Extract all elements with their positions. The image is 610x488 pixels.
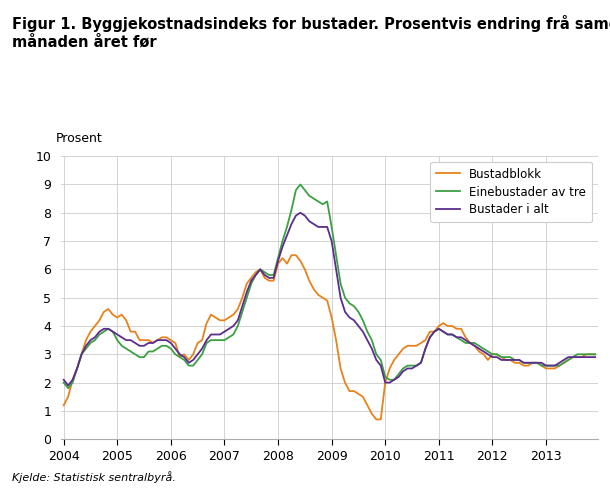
Einebustader av tre — [489, 351, 496, 357]
Einebustader av tre — [60, 380, 67, 386]
Bustader i alt — [583, 354, 590, 360]
Bustadblokk — [489, 351, 496, 357]
Einebustader av tre — [296, 182, 304, 187]
Line: Bustadblokk: Bustadblokk — [63, 255, 595, 419]
Einebustader av tre — [592, 351, 599, 357]
Bustadblokk — [359, 394, 367, 400]
Bustadblokk — [435, 323, 442, 329]
Text: Kjelde: Statistisk sentralbyrå.: Kjelde: Statistisk sentralbyrå. — [12, 471, 176, 483]
Bustadblokk — [592, 351, 599, 357]
Line: Einebustader av tre: Einebustader av tre — [63, 184, 595, 388]
Text: Figur 1. Byggjekostnadsindeks for bustader. Prosentvis endring frå same
månaden : Figur 1. Byggjekostnadsindeks for bustad… — [12, 15, 610, 49]
Line: Bustader i alt: Bustader i alt — [63, 213, 595, 386]
Einebustader av tre — [583, 351, 590, 357]
Bustader i alt — [296, 210, 304, 216]
Bustader i alt — [592, 354, 599, 360]
Bustadblokk — [583, 351, 590, 357]
Bustader i alt — [176, 351, 184, 357]
Bustadblokk — [171, 340, 179, 346]
Einebustader av tre — [207, 337, 215, 343]
Bustader i alt — [435, 326, 442, 332]
Einebustader av tre — [65, 386, 72, 391]
Bustader i alt — [60, 377, 67, 383]
Einebustader av tre — [176, 354, 184, 360]
Einebustader av tre — [364, 329, 371, 335]
Text: Prosent: Prosent — [56, 132, 102, 145]
Bustadblokk — [373, 416, 380, 422]
Bustader i alt — [65, 383, 72, 388]
Bustadblokk — [203, 320, 210, 326]
Bustadblokk — [60, 402, 67, 408]
Bustader i alt — [364, 337, 371, 343]
Bustader i alt — [489, 354, 496, 360]
Bustader i alt — [207, 331, 215, 337]
Bustadblokk — [288, 252, 295, 258]
Legend: Bustadblokk, Einebustader av tre, Bustader i alt: Bustadblokk, Einebustader av tre, Bustad… — [430, 162, 592, 223]
Einebustader av tre — [435, 326, 442, 332]
